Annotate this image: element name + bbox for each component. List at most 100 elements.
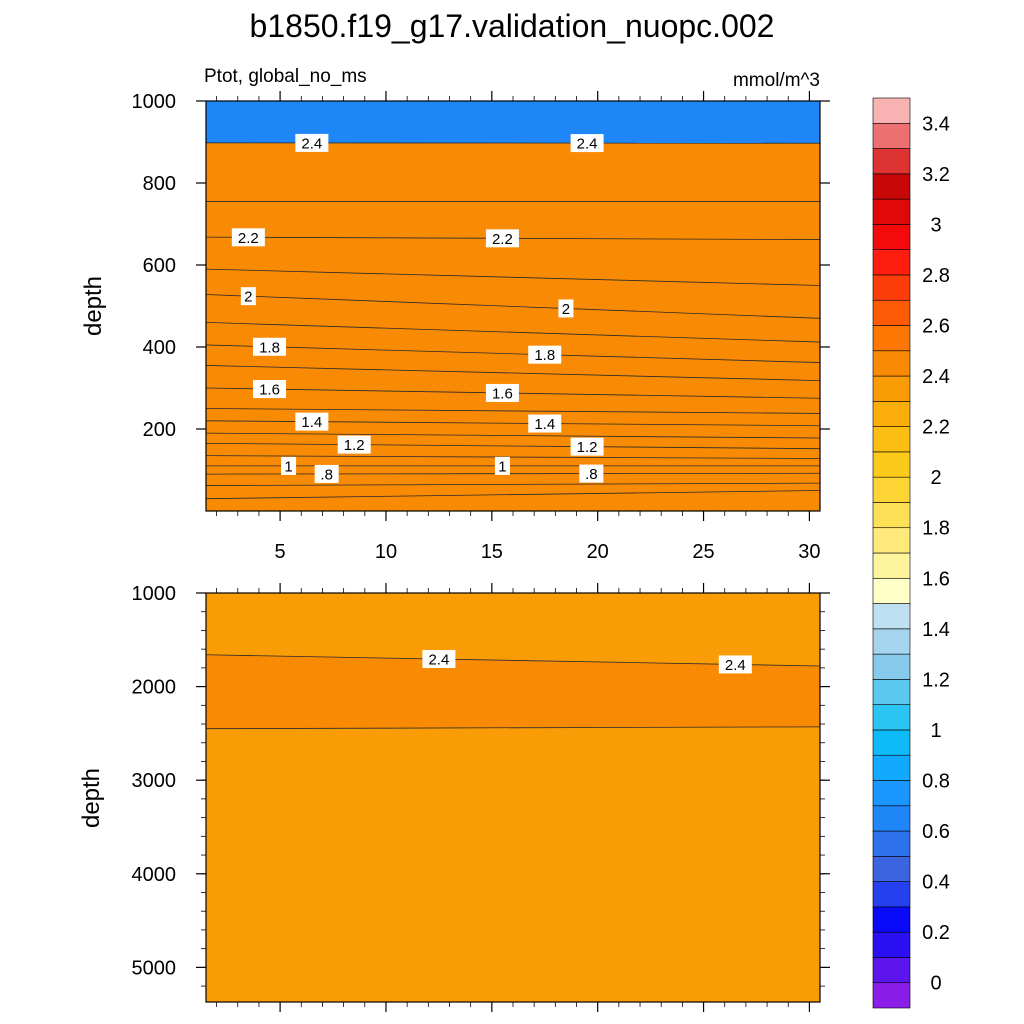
colorbar-swatch bbox=[872, 148, 911, 175]
top-contour-line bbox=[206, 322, 820, 343]
top-contour-label-bg bbox=[558, 299, 574, 318]
top-contour-label-bg bbox=[240, 287, 256, 306]
bottom-ytick-label: 5000 bbox=[132, 957, 177, 979]
top-xtick-label: 15 bbox=[481, 541, 503, 563]
colorbar-tick-label: 2.6 bbox=[922, 316, 950, 338]
colorbar-swatch bbox=[872, 729, 911, 756]
bottom-panel-contour-labels: 2.4 2.4 bbox=[422, 650, 752, 674]
colorbar-swatch bbox=[872, 122, 911, 149]
colorbar-swatch bbox=[872, 401, 911, 427]
top-ytick-label: 600 bbox=[143, 255, 176, 277]
top-xtick-label: 10 bbox=[375, 541, 397, 563]
colorbar-swatch bbox=[872, 603, 911, 630]
top-contour-label-bg bbox=[295, 412, 329, 431]
chart-title: b1850.f19_g17.validation_nuopc.002 bbox=[250, 8, 775, 44]
top-contour-label-bg bbox=[281, 456, 297, 475]
top-contour-label: 2.2 bbox=[238, 230, 259, 247]
top-contour-label: 2.4 bbox=[577, 136, 598, 153]
top-contour-label: 1.4 bbox=[534, 416, 555, 433]
top-xtick-label: 20 bbox=[587, 541, 609, 563]
bottom-ytick-label: 1000 bbox=[132, 583, 177, 605]
top-contour-label-bg bbox=[570, 134, 604, 153]
top-contour-label-bg bbox=[337, 435, 371, 454]
colorbar-tick-label: 0.4 bbox=[922, 872, 950, 894]
top-contour-line bbox=[206, 268, 820, 286]
colorbar-swatch bbox=[872, 704, 911, 731]
bottom-ytick-label: 3000 bbox=[132, 770, 177, 792]
bottom-panel-ylabel: depth bbox=[78, 768, 105, 828]
top-contour-label-bg bbox=[528, 414, 562, 433]
top-contour-label-bg bbox=[494, 456, 510, 475]
top-contour-label: .8 bbox=[585, 466, 598, 483]
top-contour-label: 2.2 bbox=[492, 231, 513, 248]
bottom-contour-line bbox=[206, 654, 820, 667]
top-contour-line bbox=[206, 490, 820, 500]
colorbar-swatch bbox=[872, 527, 911, 554]
colorbar-tick-label: 0.8 bbox=[922, 771, 950, 793]
top-contour-label-bg bbox=[231, 228, 265, 247]
bottom-panel-fills bbox=[206, 593, 820, 1002]
top-contour-label: 1.4 bbox=[301, 414, 322, 431]
bottom-panel-axes: 1000 2000 3000 4000 5000 bbox=[132, 583, 830, 1012]
colorbar-tick-label: 1 bbox=[930, 720, 941, 742]
colorbar-tick-label: 2 bbox=[930, 467, 941, 489]
top-contour-label-bg bbox=[528, 345, 562, 364]
top-contour-label: 1.6 bbox=[259, 382, 280, 399]
top-panel-contour-lines bbox=[206, 142, 820, 500]
bottom-contour-label-bg bbox=[718, 655, 752, 674]
colorbar-swatch bbox=[872, 856, 911, 882]
bottom-contour-label: 2.4 bbox=[725, 657, 746, 674]
top-contour-label: 1.8 bbox=[259, 339, 280, 356]
colorbar-swatch bbox=[872, 653, 911, 680]
top-ytick-label: 400 bbox=[143, 337, 176, 359]
top-contour-label-bg bbox=[253, 380, 287, 399]
top-contour-label: 1 bbox=[284, 458, 292, 475]
top-ytick-label: 1000 bbox=[132, 91, 177, 113]
colorbar-swatch bbox=[872, 957, 911, 984]
colorbar-swatch bbox=[872, 299, 911, 326]
top-panel-ylabel: depth bbox=[80, 276, 107, 336]
top-panel-axes: 200 400 600 800 1000 5 10 15 20 25 30 bbox=[132, 91, 830, 563]
colorbar-swatch bbox=[872, 325, 911, 352]
colorbar-swatch bbox=[872, 426, 911, 453]
colorbar-swatch bbox=[872, 350, 911, 377]
units-label: mmol/m^3 bbox=[733, 70, 820, 91]
colorbar-swatch bbox=[872, 274, 911, 301]
top-panel-fills bbox=[206, 101, 820, 511]
colorbar-swatch bbox=[872, 249, 911, 276]
top-contour-label-bg bbox=[570, 437, 604, 456]
colorbar-swatch bbox=[872, 628, 911, 655]
colorbar-swatch bbox=[872, 931, 911, 958]
colorbar-swatch bbox=[872, 982, 911, 1009]
top-contour-label-bg bbox=[485, 383, 519, 402]
top-contour-line bbox=[206, 432, 820, 439]
top-contour-label: 2.4 bbox=[301, 135, 322, 152]
top-xtick-label: 5 bbox=[275, 541, 286, 563]
top-contour-line bbox=[206, 442, 820, 450]
colorbar-swatch bbox=[872, 552, 911, 579]
colorbar-tick-label: 3 bbox=[930, 214, 941, 236]
colorbar-swatch bbox=[872, 754, 911, 781]
colorbar-tick-label: 1.2 bbox=[922, 669, 950, 691]
top-ytick-label: 800 bbox=[143, 173, 176, 195]
top-ytick-label: 200 bbox=[143, 419, 176, 441]
colorbar-swatch bbox=[872, 830, 911, 857]
top-contour-label-bg bbox=[295, 133, 329, 152]
top-band bbox=[206, 142, 820, 511]
colorbar-tick-label: 3.2 bbox=[922, 164, 950, 186]
colorbar-swatch bbox=[872, 224, 911, 250]
top-contour-label: 1.6 bbox=[492, 385, 513, 402]
colorbar-swatch bbox=[872, 805, 911, 832]
bottom-contour-label-bg bbox=[422, 650, 456, 669]
colorbar-swatch bbox=[872, 679, 911, 705]
top-contour-label-bg bbox=[253, 337, 287, 356]
colorbar-tick-label: 1.6 bbox=[922, 568, 950, 590]
top-contour-label: 1.2 bbox=[344, 437, 365, 454]
colorbar-swatch bbox=[872, 502, 911, 529]
bottom-panel-contour-lines bbox=[206, 654, 820, 730]
top-contour-line bbox=[206, 408, 820, 414]
variable-label: Ptot, global_no_ms bbox=[204, 66, 367, 87]
bottom-ytick-label: 2000 bbox=[132, 677, 177, 699]
colorbar-tick-label: 0.6 bbox=[922, 821, 950, 843]
colorbar-tick-label: 1.8 bbox=[922, 518, 950, 540]
